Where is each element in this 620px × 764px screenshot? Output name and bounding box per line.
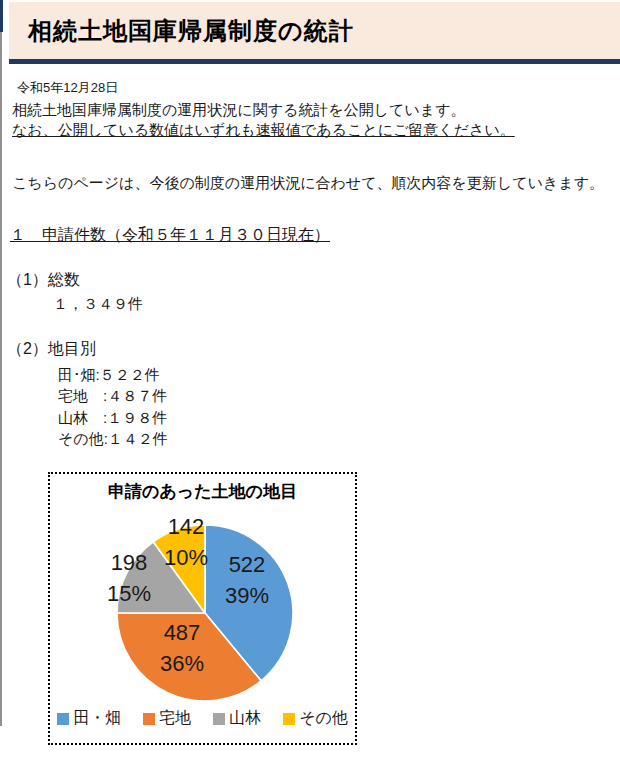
pie-chart-panel: 申請のあった土地の地目 52239% 48736% 19815% 14210% … xyxy=(48,472,357,745)
chart-legend: 田・畑 宅地 山林 その他 xyxy=(50,708,355,729)
page-title: 相続土地国庫帰属制度の統計 xyxy=(28,15,354,47)
chart-title: 申請のあった土地の地目 xyxy=(50,480,355,503)
pie-label-residential: 48736% xyxy=(160,617,204,679)
pie-label-fields: 52239% xyxy=(225,549,269,611)
page-left-border-accent xyxy=(0,0,3,32)
publish-date: 令和5年12月28日 xyxy=(17,81,118,94)
page-left-border xyxy=(0,0,2,726)
subsection-total-label: （1）総数 xyxy=(7,272,80,288)
legend-item-residential: 宅地 xyxy=(143,708,191,729)
legend-item-fields: 田・畑 xyxy=(57,708,121,729)
intro-line-3: こちらのページは、今後の制度の運用状況に合わせて、順次内容を更新していきます。 xyxy=(12,175,604,190)
legend-swatch-residential xyxy=(143,713,155,725)
legend-item-other: その他 xyxy=(283,708,348,729)
subsection-by-type-label: （2）地目別 xyxy=(7,341,96,357)
legend-swatch-forest xyxy=(213,713,225,725)
breakdown-row-other: その他:１４２件 xyxy=(58,431,168,446)
legend-swatch-fields xyxy=(57,713,69,725)
breakdown-row-forest: 山林 :１９８件 xyxy=(58,410,167,425)
pie-label-forest: 19815% xyxy=(107,547,151,609)
section-heading-applications: １ 申請件数（令和５年１１月３０日現在） xyxy=(10,227,330,243)
breakdown-row-residential: 宅地 :４８７件 xyxy=(58,388,167,403)
intro-line-2-note: なお、公開している数値はいずれも速報値であることにご留意ください。 xyxy=(12,122,515,137)
pie-label-other: 14210% xyxy=(164,511,208,573)
legend-swatch-other xyxy=(283,713,295,725)
legend-item-forest: 山林 xyxy=(213,708,261,729)
breakdown-row-fields: 田･畑:５２２件 xyxy=(58,367,160,382)
total-count: １，３４９件 xyxy=(53,296,143,311)
intro-line-1: 相続土地国庫帰属制度の運用状況に関する統計を公開しています。 xyxy=(12,102,466,117)
page-header: 相続土地国庫帰属制度の統計 xyxy=(9,2,620,64)
